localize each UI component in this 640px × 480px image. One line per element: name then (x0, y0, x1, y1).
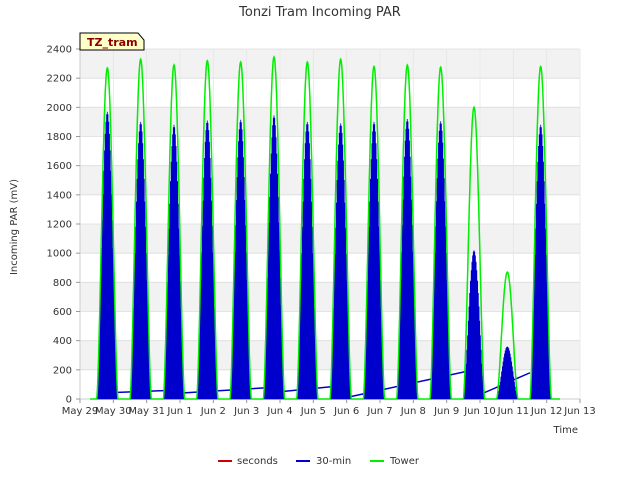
grid-band (80, 107, 580, 137)
station-tag: TZ_tram (79, 32, 145, 51)
spike-30-min (129, 121, 152, 400)
grid-band (80, 165, 580, 195)
y-tick-label: 2200 (47, 74, 72, 85)
y-tick-label: 200 (53, 365, 72, 376)
y-tick-label: 0 (66, 395, 72, 406)
x-axis-label: Time (553, 425, 578, 436)
spike-30-min (262, 115, 286, 400)
legend-label-30-min: 30-min (316, 456, 351, 467)
x-tick-label: Jun 6 (333, 406, 359, 417)
x-tick-label: Jun 5 (300, 406, 326, 417)
spike-30-min (296, 121, 319, 400)
y-axis-ticks: 0 200 400 600 800 1000 1200 1400 1600 1800 2000 220… (47, 45, 80, 406)
series-tower (90, 55, 560, 400)
y-tick-label: 1600 (47, 161, 72, 172)
legend: seconds 30-min Tower (218, 456, 420, 467)
spike-30-min (329, 123, 352, 400)
y-tick-label: 1400 (47, 190, 72, 201)
y-tick-label: 600 (53, 307, 72, 318)
spike-30-min (396, 118, 419, 400)
y-tick-label: 400 (53, 336, 72, 347)
baseline-30-min (279, 385, 341, 393)
station-tag-label: TZ_tram (87, 36, 138, 49)
y-tick-label: 1200 (47, 220, 72, 231)
spike-30-min (96, 111, 119, 400)
y-tick-label: 2000 (47, 103, 72, 114)
x-tick-label: May 30 (95, 406, 132, 417)
x-tick-label: Jun 2 (200, 406, 226, 417)
x-tick-label: Jun 4 (266, 406, 292, 417)
y-axis-label: Incoming PAR (mV) (9, 179, 20, 275)
line-tower (90, 55, 560, 400)
y-tick-label: 1800 (47, 132, 72, 143)
y-tick-label: 2400 (47, 45, 72, 56)
x-tick-label: Jun 1 (166, 406, 192, 417)
spike-30-min (462, 250, 486, 400)
x-tick-label: Jun 7 (366, 406, 392, 417)
x-tick-label: Jun 13 (563, 406, 596, 417)
x-tick-label: May 29 (62, 406, 99, 417)
baseline-30-min (479, 372, 531, 396)
x-tick-label: Jun 3 (233, 406, 259, 417)
grid-band (80, 224, 580, 254)
x-tick-label: Jun 11 (497, 406, 530, 417)
legend-label-tower: Tower (389, 456, 420, 467)
plot-background (79, 48, 581, 400)
x-tick-label: Jun 10 (463, 406, 496, 417)
series-30-min (96, 111, 552, 400)
x-tick-label: May 31 (128, 406, 165, 417)
y-tick-label: 800 (53, 278, 72, 289)
x-tick-label: Jun 9 (433, 406, 459, 417)
spike-30-min (362, 121, 386, 400)
spike-30-min (196, 120, 219, 400)
spike-30-min (496, 346, 519, 400)
grid-band (80, 340, 580, 370)
x-tick-label: Jun 8 (400, 406, 426, 417)
chart-title: Tonzi Tram Incoming PAR (238, 5, 401, 20)
grid-band (80, 282, 580, 312)
baseline-30-min (96, 389, 174, 394)
baseline-30-min (346, 369, 474, 399)
x-tick-label: Jun 12 (530, 406, 563, 417)
legend-label-seconds: seconds (237, 456, 278, 467)
baseline-30-min (179, 386, 274, 394)
grid-band (80, 49, 580, 79)
spike-30-min (162, 124, 186, 400)
y-tick-label: 1000 (47, 249, 72, 260)
